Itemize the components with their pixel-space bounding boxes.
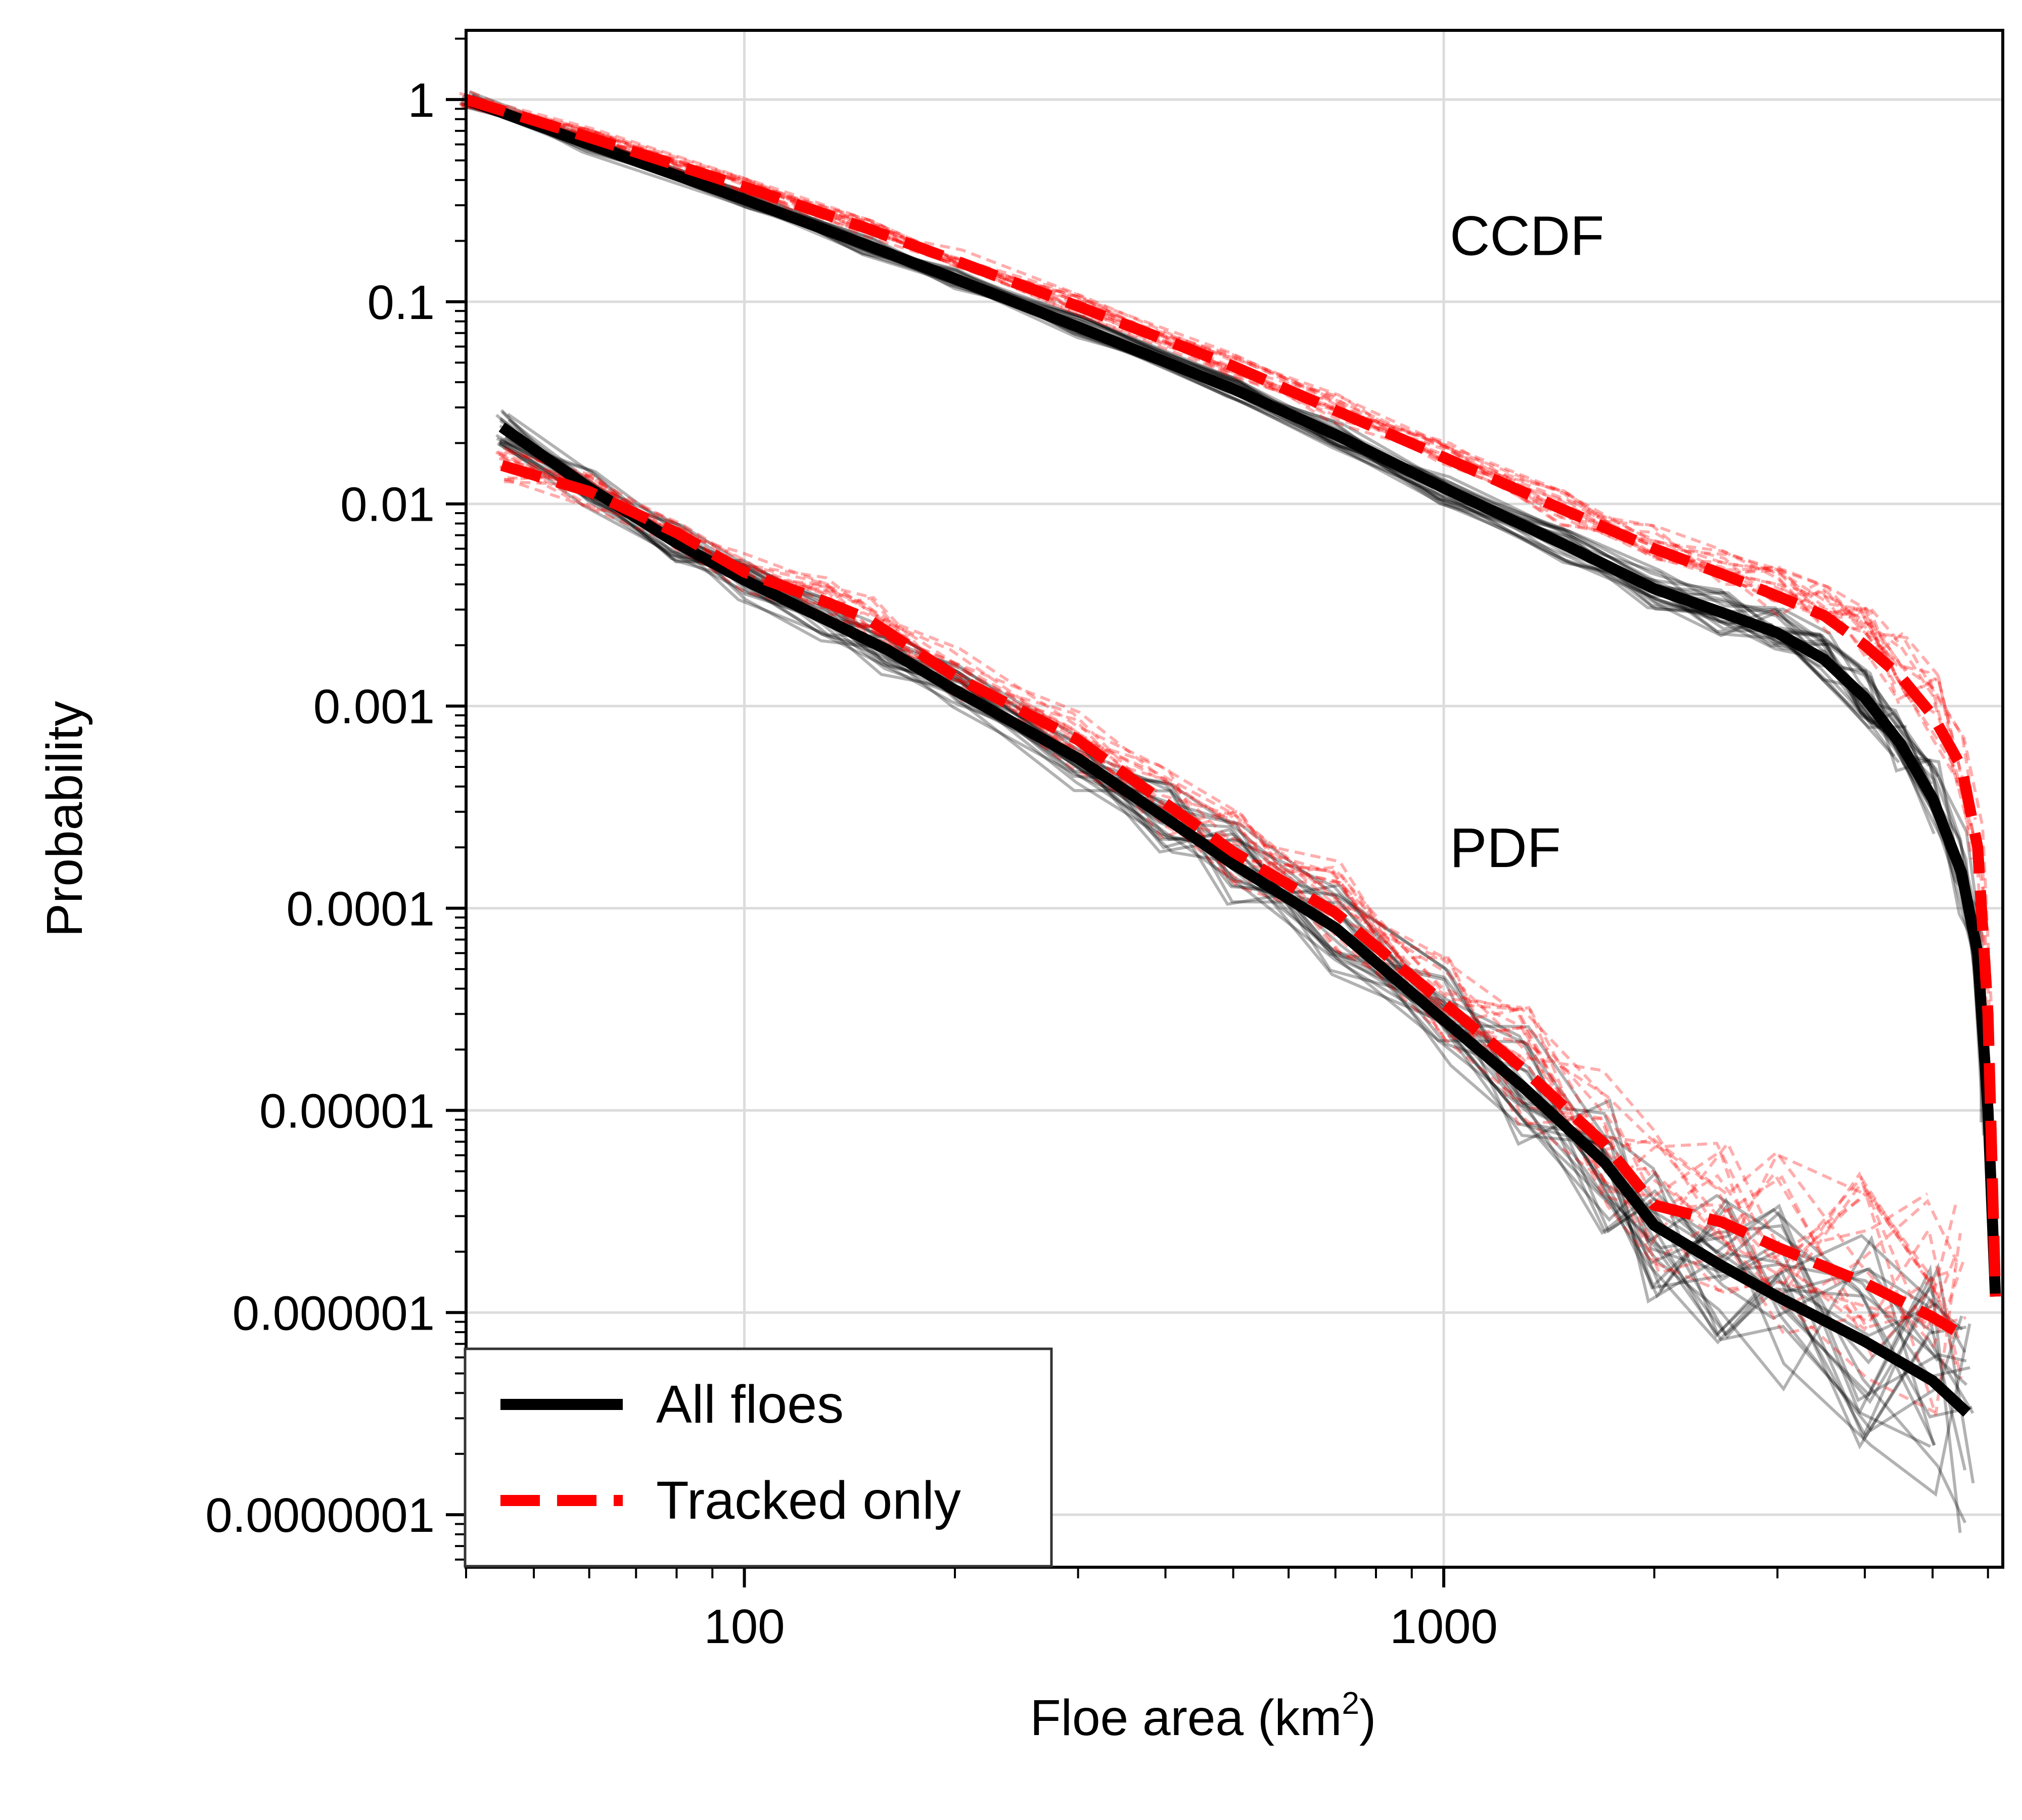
legend-box: [464, 1347, 1053, 1568]
tracked-only-pdf-sample-line: [495, 450, 1961, 1341]
tracked-only-ccdf-sample-line: [468, 102, 1960, 787]
tracked-only-pdf-sample-line: [504, 472, 1957, 1330]
tracked-only-pdf-line: [500, 460, 1965, 1339]
all-floes-pdf-sample-line: [503, 440, 1939, 1362]
y-tick-label: 0.0000001: [205, 1488, 435, 1542]
x-axis-ticks: 100 1000: [465, 1567, 1989, 1654]
all-floes-ccdf-line: [464, 94, 2001, 1297]
tracked-only-ccdf-sample-line: [461, 104, 1977, 841]
y-tick-label: 0.000001: [233, 1286, 435, 1340]
tracked-only-ccdf-sample-line: [466, 95, 1973, 860]
tracked-only-ccdf-line: [464, 94, 2001, 1297]
all-floes-ccdf-sample-line: [462, 104, 1933, 785]
y-tick-label: 1: [408, 73, 435, 127]
all-floes-ccdf-sample-line: [466, 99, 1936, 835]
all-floes-ccdf-sample-line: [461, 101, 1930, 767]
tracked-only-ccdf-sample-line: [467, 102, 1958, 771]
mean-curves: [464, 94, 2001, 1417]
all-floes-ccdf-sample-line: [459, 102, 1991, 1089]
all-floes-pdf-sample-line: [498, 440, 1967, 1471]
tracked-only-pdf-sample-line: [504, 450, 1965, 1349]
legend-label-tracked-only: Tracked only: [656, 1471, 961, 1530]
x-axis-label: Floe area (km2): [1030, 1686, 1376, 1746]
legend: All floes Tracked only: [464, 1347, 1053, 1568]
annotation-ccdf: CCDF: [1450, 205, 1604, 267]
all-floes-ccdf-sample-line: [468, 90, 1986, 1136]
all-floes-ccdf-sample-line: [465, 105, 1959, 870]
all-floes-pdf-sample-line: [499, 440, 1940, 1339]
x-axis-label-close: ): [1359, 1690, 1376, 1746]
plot-frame: [465, 29, 2004, 1569]
all-floes-pdf-line: [498, 422, 1971, 1417]
all-floes-ccdf-sample-line: [468, 93, 1964, 864]
all-floes-ccdf-sample-line: [469, 103, 1896, 757]
tracked-only-ccdf-sample-line: [459, 92, 1987, 998]
sample-curves: [459, 90, 1996, 1533]
tracked-only-ccdf-sample-line: [460, 102, 1898, 687]
all-floes-ccdf-sample-line: [470, 101, 1904, 743]
x-axis-label-sup: 2: [1342, 1686, 1359, 1721]
all-floes-ccdf-sample-line: [465, 95, 1939, 778]
x-tick-label: 100: [704, 1600, 785, 1654]
y-tick-label: 0.1: [367, 276, 435, 330]
all-floes-ccdf-sample-line: [464, 103, 1907, 729]
axes: [465, 29, 2004, 1569]
all-floes-pdf-sample-line: [499, 419, 1935, 1335]
all-floes-ccdf-sample-line: [462, 95, 1988, 1129]
y-axis-ticks: 1 0.1 0.01 0.001 0.0001 0.00001 0.000001 0.0000…: [205, 37, 466, 1561]
tracked-only-pdf-sample-line: [498, 457, 1956, 1324]
all-floes-ccdf-sample-line: [465, 103, 1900, 763]
grid-lines: [466, 30, 2003, 1567]
tracked-only-pdf-sample-line: [500, 466, 1936, 1414]
annotation-pdf: PDF: [1450, 817, 1561, 879]
x-tick-label: 1000: [1390, 1600, 1498, 1654]
all-floes-pdf-sample-line: [504, 435, 1936, 1446]
legend-label-all-floes: All floes: [656, 1375, 844, 1434]
all-floes-pdf-sample-line: [504, 435, 1971, 1497]
y-tick-label: 0.0001: [286, 882, 435, 936]
y-tick-label: 0.00001: [259, 1084, 435, 1138]
curve-annotations: CCDF PDF: [1450, 205, 1604, 879]
all-floes-pdf-sample-line: [505, 425, 1963, 1404]
all-floes-ccdf-sample-line: [461, 102, 1960, 882]
y-tick-label: 0.01: [340, 478, 435, 532]
tracked-only-ccdf-sample-line: [471, 105, 1993, 1015]
tracked-only-ccdf-sample-line: [471, 98, 1977, 820]
all-floes-ccdf-sample-line: [463, 93, 1994, 1105]
tracked-only-pdf-sample-line: [499, 465, 1937, 1290]
tracked-only-ccdf-sample-line: [465, 100, 1907, 672]
tracked-only-pdf-sample-line: [502, 446, 1958, 1369]
tracked-only-pdf-sample-line: [503, 462, 1956, 1336]
y-axis-label: Probability: [36, 701, 93, 937]
y-tick-label: 0.001: [313, 680, 435, 734]
x-axis-label-main: Floe area (km: [1030, 1690, 1342, 1746]
tracked-only-ccdf-sample-line: [461, 104, 1938, 715]
